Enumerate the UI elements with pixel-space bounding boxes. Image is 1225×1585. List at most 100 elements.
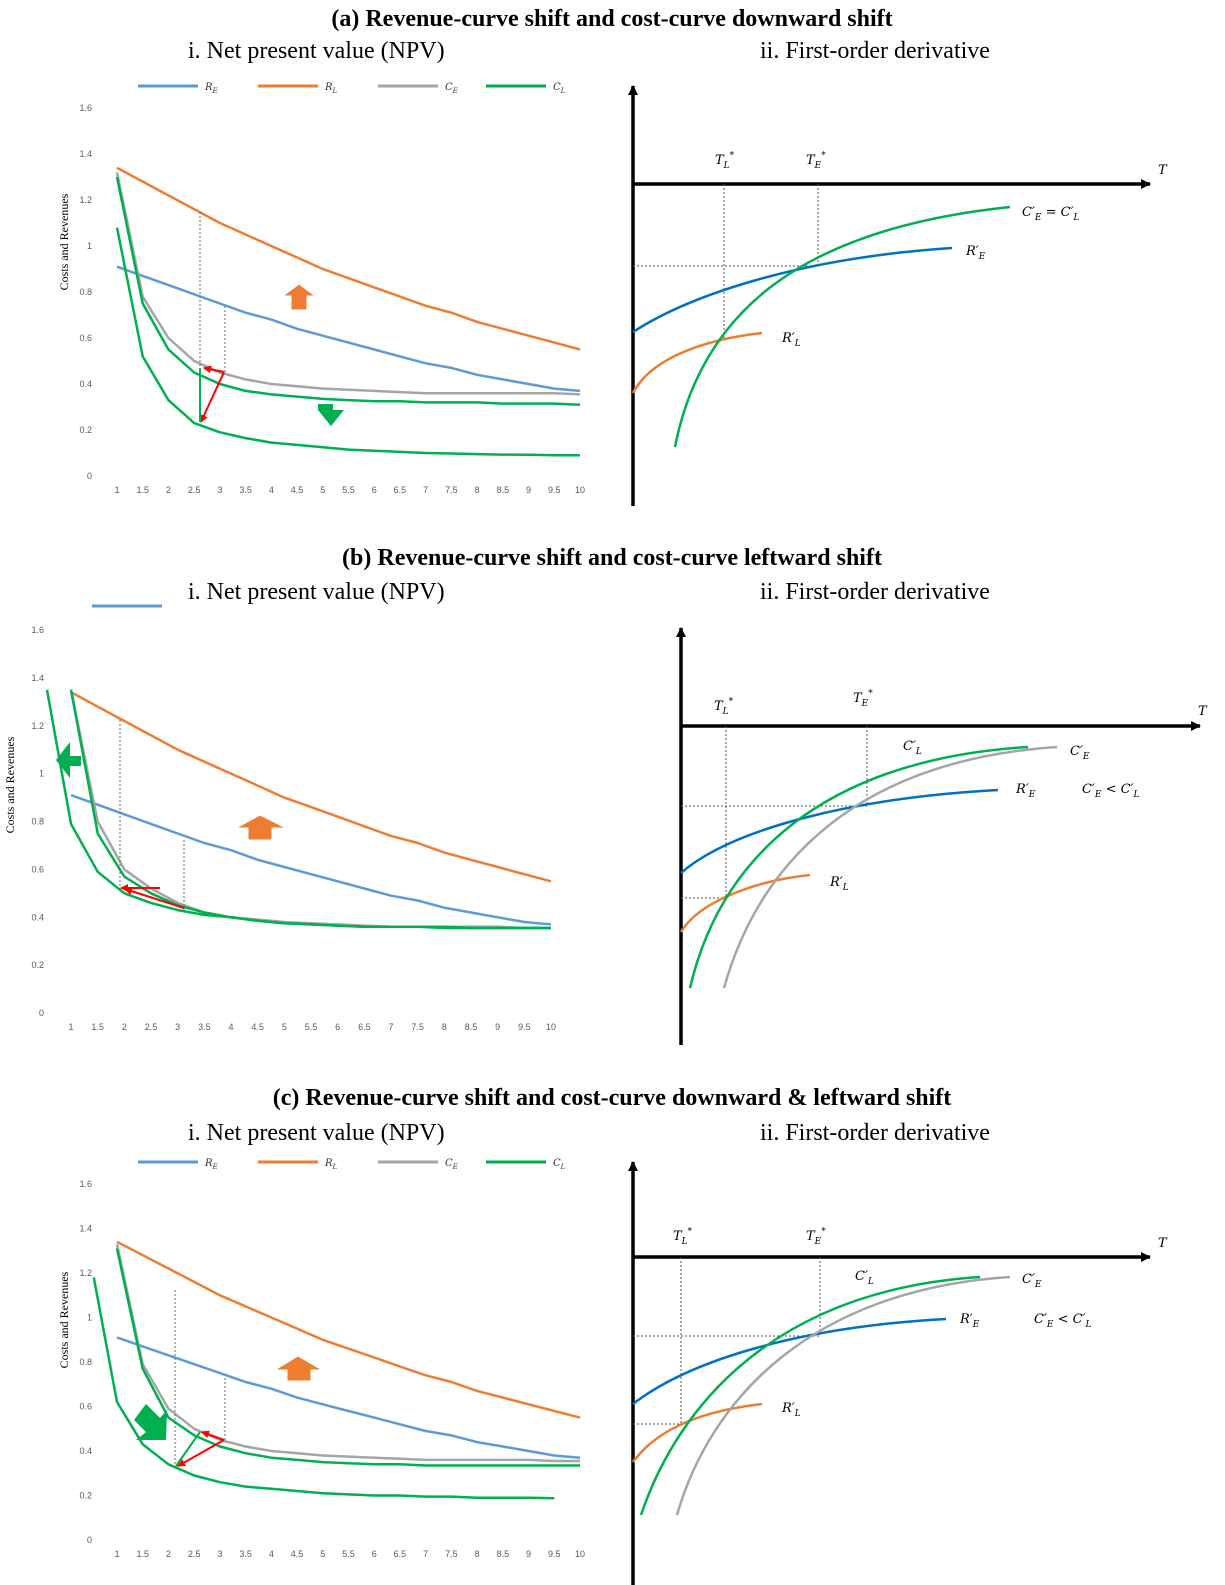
panel-b: (b) Revenue-curve shift and cost-curve l… [3,545,1208,1045]
chart-b-cost-left-arrow [56,742,81,778]
deriv-a-curve-c [673,205,1011,448]
x-tick-label: 3 [217,485,222,495]
x-tick-label: 10 [546,1022,556,1032]
x-tick-label: 5.5 [305,1022,318,1032]
x-tick-label: 9.5 [548,485,561,495]
series-line-r-e [70,794,552,926]
x-tick-label: 7.5 [411,1022,424,1032]
panel-b-right-subtitle: ii. First-order derivative [760,579,990,605]
x-tick-label: 7.5 [445,1549,458,1559]
y-tick-label: 1 [87,1313,92,1323]
deriv-c-relation-label: C′E < C′L [1034,1312,1092,1330]
y-tick-label: 1.2 [79,1268,92,1278]
deriv-c-c-l-label: C′L [855,1269,874,1287]
y-tick-label: 0.6 [31,864,44,874]
deriv-b-t-l-label: TL* [714,697,734,717]
legend-label-r-l: RL [324,1158,338,1171]
y-tick-label: 1.2 [79,195,92,205]
x-tick-label: 1.5 [136,1549,149,1559]
legend-label-c-e: CE [445,82,458,95]
y-tick-label: 0.8 [79,1357,92,1367]
derivative-chart-a: T TL* TE* C′E = C′L R′E R′L [628,85,1168,506]
legend-label-c-l: CL [553,82,566,95]
x-tick-label: 6 [372,485,377,495]
deriv-b-r-e-label: R′E [1015,782,1036,800]
derivative-chart-c: T TL* TE* C′L C′E R′E C′E < C′L R′L [628,1161,1168,1585]
series-line-c-l [45,689,551,930]
x-tick-label: 3.5 [198,1022,211,1032]
x-tick-label: 5 [320,485,325,495]
chart-a-cost-down-arrow [318,404,344,426]
deriv-a-c-label: C′E = C′L [1022,205,1080,223]
y-tick-label: 1.4 [79,1224,92,1234]
y-tick-label: 0.8 [79,287,92,297]
x-tick-label: 2.5 [188,485,201,495]
npv-chart-a: Costs and Revenues 0 0.2 0.4 0.6 0.8 1 1.2 1.4 1… [57,103,585,495]
derivative-chart-b: T TL* TE* C′L C′E R′E C′E < C′L R′L [676,627,1208,1045]
x-tick-label: 9.5 [518,1022,531,1032]
x-tick-label: 8.5 [465,1022,478,1032]
x-tick-label: 6 [335,1022,340,1032]
chart-c-cost-diagonal-arrow [134,1404,167,1440]
y-tick-label: 1.2 [31,721,44,731]
legend-label-r-e: RE [204,82,218,95]
x-tick-label: 9 [526,485,531,495]
deriv-b-curve-r-e [680,788,999,874]
x-tick-label: 6.5 [394,1549,407,1559]
deriv-a-curve-r-e [632,246,953,334]
x-tick-label: 1.5 [136,485,149,495]
deriv-b-relation-label: C′E < C′L [1082,782,1140,800]
x-tick-label: 4 [269,485,274,495]
panel-c-title: (c) Revenue-curve shift and cost-curve d… [273,1085,952,1111]
chart-a-red-arrow-left [203,365,225,374]
chart-b-y-axis-label: Costs and Revenues [3,736,17,833]
series-line-c-l [115,227,580,457]
panel-c: (c) Revenue-curve shift and cost-curve d… [57,1085,1168,1585]
legend-label-r-e: RE [204,1158,218,1171]
series-line-r-l [70,691,552,883]
legend-label-c-e: CE [445,1158,458,1171]
panel-c-left-subtitle: i. Net present value (NPV) [188,1120,445,1146]
x-tick-label: 4.5 [251,1022,264,1032]
x-tick-label: 6.5 [394,485,407,495]
series-line-r-l [116,1240,581,1419]
series-line-c-e [69,689,551,930]
deriv-b-axis-label: T [1198,704,1208,719]
x-tick-label: 9.5 [548,1549,561,1559]
chart-b-revenue-up-arrow [235,814,287,841]
chart-c-overlays [134,1290,324,1468]
deriv-c-curve-r-l [631,1402,763,1463]
npv-chart-b: Costs and Revenues 0 0.2 0.4 0.6 0.8 1 1.2 1.4 1… [3,625,556,1032]
panel-a: (a) Revenue-curve shift and cost-curve d… [57,6,1168,506]
chart-a-overlays [199,212,344,426]
y-tick-label: 0.2 [79,425,92,435]
chart-c-green-connector [175,1431,201,1467]
panel-b-title: (b) Revenue-curve shift and cost-curve l… [342,545,882,571]
x-tick-label: 6 [372,1549,377,1559]
deriv-c-curve-c-l [639,1275,981,1516]
x-tick-label: 3.5 [239,1549,252,1559]
x-tick-label: 10 [575,1549,585,1559]
series-line-r-e [116,1336,581,1459]
x-tick-label: 9 [495,1022,500,1032]
chart-b-red-arrow [124,887,185,909]
npv-chart-c: Costs and Revenues 0 0.2 0.4 0.6 0.8 1 1.2 1.4 1… [57,1179,585,1559]
y-tick-label: 0.6 [79,1402,92,1412]
deriv-c-curve-c-e [675,1275,1011,1516]
x-tick-label: 7 [423,1549,428,1559]
x-tick-label: 8 [442,1022,447,1032]
chart-a-y-axis-label: Costs and Revenues [57,193,71,290]
panel-a-left-subtitle: i. Net present value (NPV) [188,38,445,64]
x-tick-label: 1.5 [91,1022,104,1032]
deriv-b-curve-c-e [722,745,1058,989]
deriv-c-t-l-label: TL* [673,1227,693,1247]
deriv-a-t-e-label: TE* [806,151,826,171]
deriv-c-c-e-label: C′E [1022,1272,1042,1290]
x-tick-label: 7 [388,1022,393,1032]
deriv-b-t-e-label: TE* [853,689,873,709]
deriv-a-curve-r-l [631,331,763,394]
x-tick-label: 2 [166,485,171,495]
x-tick-label: 8 [475,485,480,495]
y-tick-label: 0.2 [79,1491,92,1501]
x-tick-label: 3 [175,1022,180,1032]
